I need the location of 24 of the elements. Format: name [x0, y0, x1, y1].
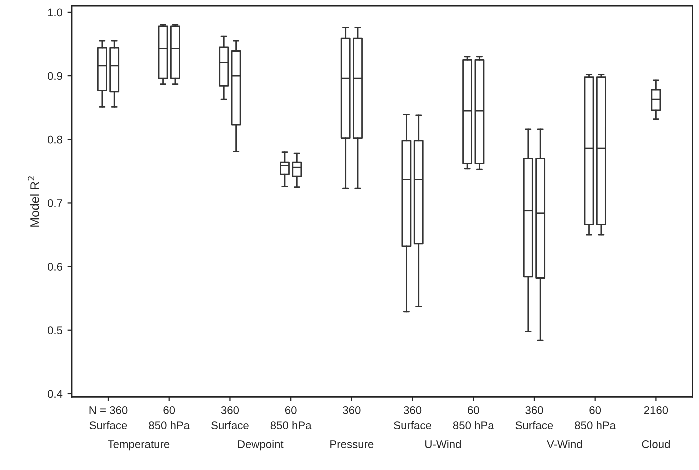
y-tick-label: 0.4 — [48, 390, 63, 398]
text: U-Wind — [426, 440, 462, 448]
y-tick-label: 1.0 — [48, 8, 63, 17]
y-tick-label: 0.9 — [48, 72, 62, 80]
x-tick-label: 360 Surface — [212, 406, 249, 430]
x-tick-label: 360 Surface — [394, 406, 432, 430]
x-tick-label: 360 Surface — [516, 406, 554, 430]
x-tick-label: 60 850 hPa — [453, 406, 494, 430]
y-tick-label: 0.7 — [48, 199, 62, 208]
x-tick-label: 60 850 hPa — [575, 406, 616, 430]
x-tick-label: N = 360 Surface — [90, 406, 128, 430]
text: Pressure — [330, 440, 374, 448]
y-tick-label: 0.5 — [48, 326, 63, 335]
x-tick-label: 2160 — [644, 406, 668, 414]
text: Dewpoint — [238, 440, 284, 451]
text: V-Wind — [547, 440, 582, 448]
x-tick-label: 60 850 hPa — [149, 406, 190, 430]
x-tick-label: 360 — [343, 406, 361, 414]
y-tick-label: 0.6 — [48, 263, 62, 271]
text: Cloud — [642, 440, 670, 448]
y-tick-label: 0.8 — [48, 136, 62, 144]
y-axis-title: Model R$^{2}$ — [28, 176, 40, 227]
text: Temperature — [108, 440, 170, 451]
x-tick-label: 60 850 hPa — [270, 406, 312, 430]
